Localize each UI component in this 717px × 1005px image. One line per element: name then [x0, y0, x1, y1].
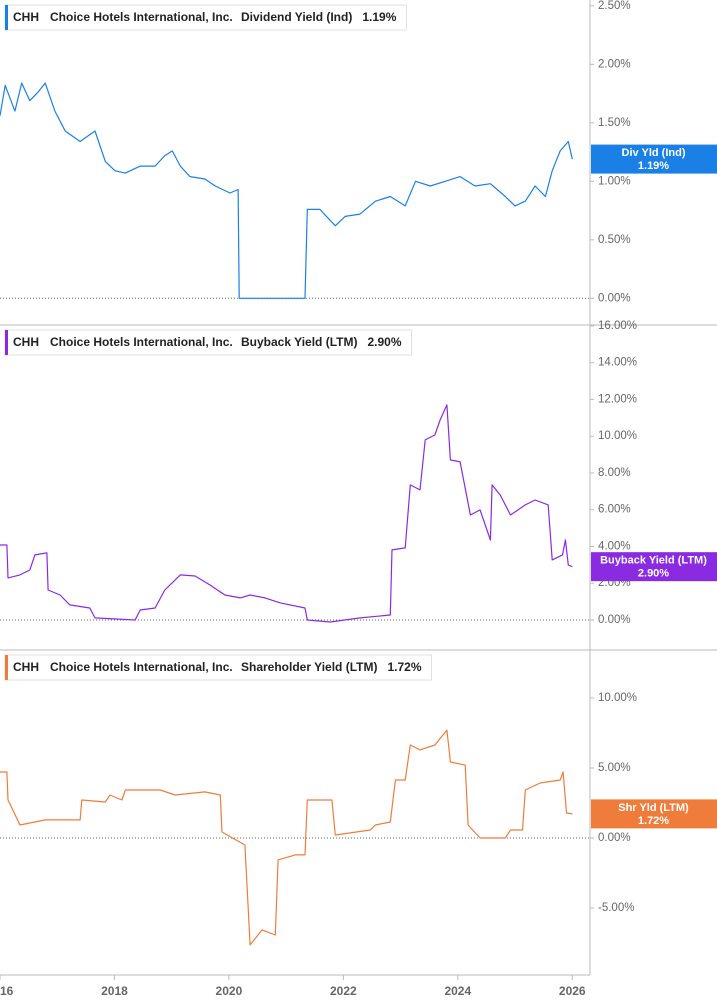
y-tick-label: 8.00% [598, 467, 631, 479]
metric-title: Shareholder Yield (LTM) [241, 660, 377, 674]
metric-title: Buyback Yield (LTM) [241, 335, 357, 349]
x-tick-label: 2018 [101, 984, 128, 998]
header-accent [5, 655, 8, 680]
y-tick-label: 1.00% [598, 175, 631, 187]
badge-name: Buyback Yield (LTM) [600, 555, 707, 567]
y-tick-label: 0.00% [598, 832, 631, 844]
x-tick-label: 2022 [330, 984, 357, 998]
current-value: 1.19% [362, 10, 396, 24]
series-line [0, 404, 573, 623]
y-tick-label: 4.00% [598, 540, 631, 552]
badge-value: 1.19% [638, 160, 669, 172]
badge-name: Shr Yld (LTM) [618, 802, 689, 814]
badge-value: 2.90% [638, 568, 669, 580]
y-tick-label: 1.50% [598, 117, 631, 129]
header-box [4, 4, 407, 31]
current-value: 1.72% [387, 660, 421, 674]
y-tick-label: 0.50% [598, 234, 631, 246]
y-tick-label: -5.00% [598, 902, 634, 914]
y-tick-label: 12.00% [598, 393, 637, 405]
x-tick-label: 2026 [559, 984, 586, 998]
header-accent [5, 330, 8, 355]
company: Choice Hotels International, Inc. [50, 10, 233, 24]
series-line [0, 82, 573, 299]
ticker: CHH [13, 660, 39, 674]
value-badge [591, 552, 717, 582]
value-badge [591, 144, 717, 174]
y-tick-label: 10.00% [598, 430, 637, 442]
x-tick-label: 2020 [216, 984, 243, 998]
y-tick-label: 14.00% [598, 357, 637, 369]
y-tick-label: 10.00% [598, 692, 637, 704]
legend-header: CHH Choice Hotels International, Inc. Buyb… [4, 329, 412, 356]
current-value: 2.90% [367, 335, 401, 349]
ticker: CHH [13, 335, 39, 349]
ticker: CHH [13, 10, 39, 24]
legend-header: CHH Choice Hotels International, Inc. Divi… [4, 4, 407, 31]
y-tick-label: 2.00% [598, 58, 631, 70]
value-badge [591, 799, 717, 829]
company: Choice Hotels International, Inc. [50, 335, 233, 349]
header-box [4, 654, 432, 681]
y-tick-label: 5.00% [598, 762, 631, 774]
x-tick-label: 2016 [0, 984, 14, 998]
legend-header: CHH Choice Hotels International, Inc. Shar… [4, 654, 432, 681]
series-line [0, 729, 573, 946]
badge-value: 1.72% [638, 815, 669, 827]
company: Choice Hotels International, Inc. [50, 660, 233, 674]
y-tick-label: 2.50% [598, 0, 631, 12]
y-tick-label: 0.00% [598, 614, 631, 626]
badge-name: Div Yld (Ind) [622, 147, 686, 159]
header-accent [5, 5, 8, 30]
y-tick-label: 0.00% [598, 292, 631, 304]
y-tick-label: 6.00% [598, 504, 631, 516]
metric-title: Dividend Yield (Ind) [241, 10, 352, 24]
y-tick-label: 16.00% [598, 320, 637, 332]
header-box [4, 329, 412, 356]
x-tick-label: 2024 [444, 984, 471, 998]
